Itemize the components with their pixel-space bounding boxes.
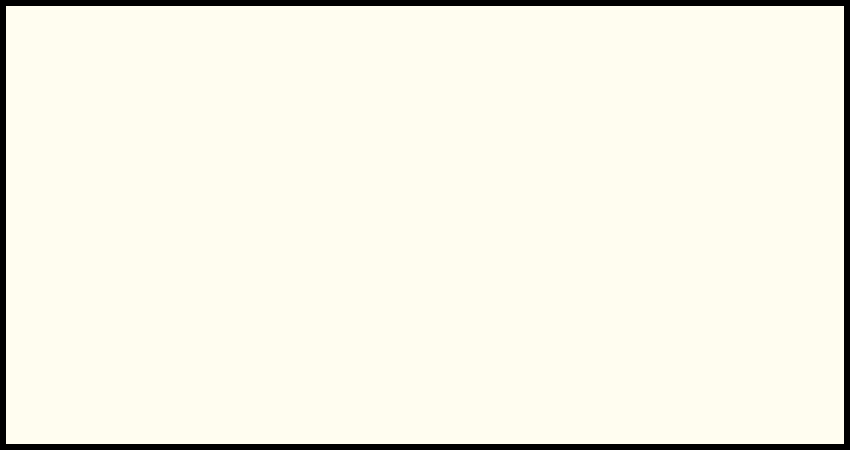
card-slot-c9-r3[interactable] — [692, 229, 719, 256]
card-slot-c6-r4[interactable] — [412, 266, 439, 293]
card-slot-c10-r4[interactable] — [739, 266, 766, 293]
card-slot-c2-r3[interactable] — [84, 229, 111, 256]
card-slot-c9-r1[interactable] — [692, 155, 719, 182]
card-slot-c7-r7[interactable] — [506, 377, 533, 404]
card-slot-c4-r2[interactable] — [270, 192, 297, 219]
card-slot-c3-r2[interactable] — [180, 192, 207, 219]
card-slot-c6-r7[interactable] — [412, 377, 439, 404]
card-slot-c8-r3[interactable] — [601, 229, 628, 256]
card-slot-c7-r1[interactable] — [506, 155, 533, 182]
card-slot-c2-r5[interactable] — [84, 303, 111, 330]
card-slot-c2-r1[interactable] — [84, 155, 111, 182]
card-slot-c7-r4[interactable] — [506, 266, 533, 293]
card-slot-c5-r3[interactable] — [316, 229, 343, 256]
card-slot-c2-r4[interactable] — [84, 266, 111, 293]
card-slot-c2-r6[interactable] — [84, 340, 111, 367]
card-slot-c6-r6[interactable] — [412, 340, 439, 367]
card-slot-c7-r6[interactable] — [506, 340, 533, 367]
card-slot-c5-r4[interactable] — [316, 266, 343, 293]
card-slot-c2-r2[interactable] — [84, 192, 111, 219]
card-slot-c6-r2[interactable] — [412, 192, 439, 219]
card-slot-c4-r1[interactable] — [270, 155, 297, 182]
card-slot-c1-r1[interactable] — [36, 155, 63, 182]
card-slot-c3-r1[interactable] — [180, 155, 207, 182]
card-slot-c5-r1[interactable] — [316, 155, 343, 182]
card-slot-c10-r5[interactable] — [739, 303, 766, 330]
card-slot-c5-r6[interactable] — [316, 340, 343, 367]
card-slot-c8-r1[interactable] — [601, 155, 628, 182]
card-slot-c8-r4[interactable] — [601, 266, 628, 293]
card-slot-c5-r5[interactable] — [316, 303, 343, 330]
card-slot-c9-r4[interactable] — [692, 266, 719, 293]
card-slot-c10-r3[interactable] — [739, 229, 766, 256]
card-slot-c6-r1[interactable] — [412, 155, 439, 182]
card-slot-c10-r2[interactable] — [739, 192, 766, 219]
card-slot-c3-r6[interactable] — [180, 340, 207, 367]
card-slot-c10-r6[interactable] — [739, 340, 766, 367]
card-slot-c9-r2[interactable] — [692, 192, 719, 219]
card-slot-c8-r5[interactable] — [601, 303, 628, 330]
card-slot-c6-r3[interactable] — [412, 229, 439, 256]
card-slot-c10-r1[interactable] — [739, 155, 766, 182]
card-slot-c8-r6[interactable] — [601, 340, 628, 367]
card-slot-c5-r2[interactable] — [316, 192, 343, 219]
card-slot-c3-r3[interactable] — [180, 229, 207, 256]
card-slot-c7-r3[interactable] — [506, 229, 533, 256]
card-slot-c7-r5[interactable] — [506, 303, 533, 330]
card-slot-c7-r2[interactable] — [506, 192, 533, 219]
card-slot-c8-r2[interactable] — [601, 192, 628, 219]
card-slot-c6-r5[interactable] — [412, 303, 439, 330]
card-slot-c3-r4[interactable] — [180, 266, 207, 293]
card-slot-c3-r5[interactable] — [180, 303, 207, 330]
